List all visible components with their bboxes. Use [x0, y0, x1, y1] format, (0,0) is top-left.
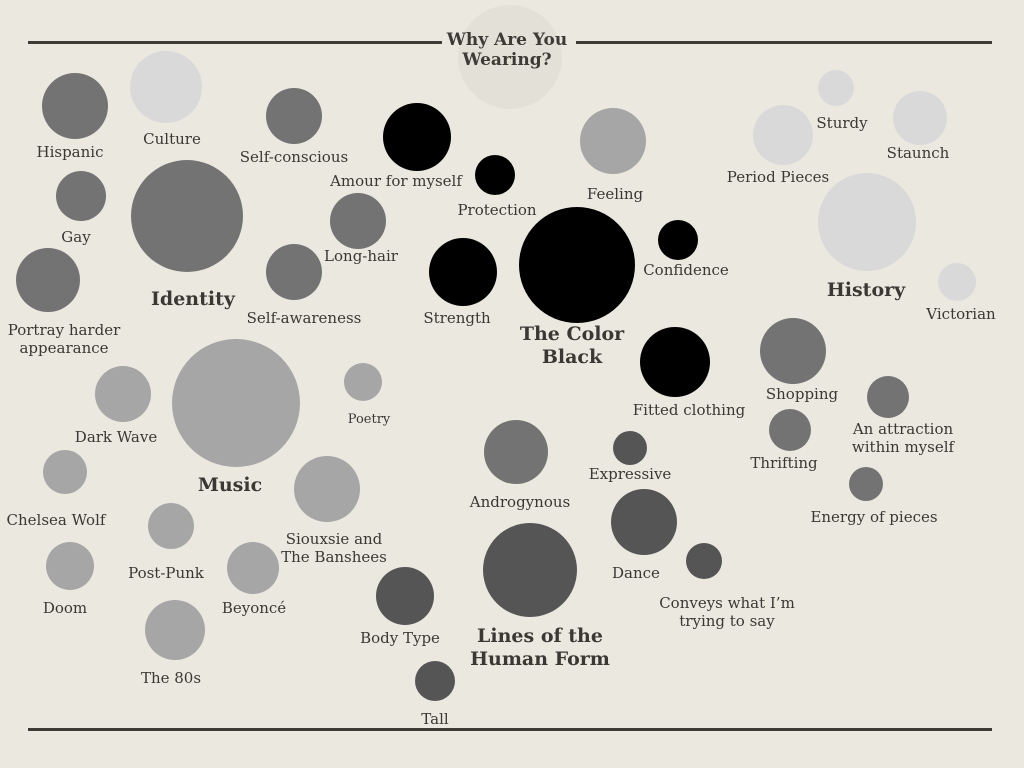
bubble-strength [429, 238, 497, 306]
label-layer: Identity Music The Color Black History Lines … [7, 114, 996, 728]
bubble-chelsea-wolf [43, 450, 87, 494]
bubble-expressive [613, 431, 647, 465]
bubble-label-fitted-clothing: Fitted clothing [633, 401, 746, 419]
bubble-label-chelsea-wolf: Chelsea Wolf [7, 511, 107, 529]
bubble-energy-of-pieces [849, 467, 883, 501]
bubble-label-tall: Tall [421, 710, 449, 728]
bubble-label-amour-for-myself: Amour for myself [329, 172, 463, 190]
bubble-label-period-pieces: Period Pieces [727, 168, 829, 186]
group-bubble-lines-of-the-human-form [483, 523, 577, 617]
bubble-victorian [938, 263, 976, 301]
bubble-body-type [376, 567, 434, 625]
bubble-layer [16, 51, 976, 701]
bubble-label-expressive: Expressive [589, 465, 672, 483]
group-label-the-color-black: The Color Black [520, 323, 625, 368]
bubble-doom [46, 542, 94, 590]
bubble-label-energy-of-pieces: Energy of pieces [810, 508, 937, 526]
bubble-an-attraction-within-myself [867, 376, 909, 418]
bubble-post-punk [148, 503, 194, 549]
bubble-label-confidence: Confidence [643, 261, 729, 279]
bottom-rule [28, 728, 992, 731]
bubble-label-body-type: Body Type [360, 629, 440, 647]
bubble-label-post-punk: Post-Punk [128, 564, 205, 582]
bubble-culture [130, 51, 202, 123]
top-rule-left [28, 41, 442, 44]
bubble-dance [611, 489, 677, 555]
bubble-label-thrifting: Thrifting [750, 454, 818, 472]
bubble-label-conveys-what-i-m-trying-to-say: Conveys what I’m trying to say [659, 594, 795, 630]
bubble-siouxsie-and-the-banshees [294, 456, 360, 522]
group-bubble-identity [131, 160, 243, 272]
bubble-label-an-attraction-within-myself: An attraction within myself [852, 420, 956, 456]
bubble-confidence [658, 220, 698, 260]
group-bubble-history [818, 173, 916, 271]
bubble-portray-harder-appearance [16, 248, 80, 312]
bubble-poetry [344, 363, 382, 401]
group-bubble-music [172, 339, 300, 467]
bubble-label-dark-wave: Dark Wave [75, 428, 158, 446]
bubble-amour-for-myself [383, 103, 451, 171]
bubble-fitted-clothing [640, 327, 710, 397]
bubble-shopping [760, 318, 826, 384]
bubble-label-protection: Protection [457, 201, 536, 219]
bubble-label-feeling: Feeling [587, 185, 644, 203]
bubble-long-hair [330, 193, 386, 249]
group-label-history: History [827, 279, 906, 301]
group-label-identity: Identity [151, 288, 236, 310]
bubble-label-strength: Strength [423, 309, 491, 327]
diagram-title: Why Are You Wearing? [446, 30, 568, 70]
bubble-label-victorian: Victorian [925, 305, 996, 323]
group-bubble-the-color-black [519, 207, 635, 323]
bubble-label-shopping: Shopping [766, 385, 839, 403]
bubble-conveys-what-i-m-trying-to-say [686, 543, 722, 579]
bubble-label-beyonc: Beyoncé [222, 599, 286, 617]
bubble-gay [56, 171, 106, 221]
bubble-dark-wave [95, 366, 151, 422]
bubble-label-portray-harder-appearance: Portray harder appearance [8, 321, 121, 357]
bubble-androgynous [484, 420, 548, 484]
bubble-self-awareness [266, 244, 322, 300]
group-label-music: Music [198, 474, 262, 496]
bubble-beyonc [227, 542, 279, 594]
top-rule-right [576, 41, 992, 44]
bubble-label-self-awareness: Self-awareness [247, 309, 362, 327]
bubble-feeling [580, 108, 646, 174]
bubble-label-staunch: Staunch [887, 144, 950, 162]
bubble-label-the-80s: The 80s [141, 669, 201, 687]
bubble-label-gay: Gay [61, 228, 91, 246]
bubble-label-doom: Doom [43, 599, 87, 617]
bubble-thrifting [769, 409, 811, 451]
bubble-hispanic [42, 73, 108, 139]
title-halo [458, 5, 562, 109]
bubble-sturdy [818, 70, 854, 106]
bubble-label-culture: Culture [143, 130, 201, 148]
bubble-label-self-conscious: Self-conscious [240, 148, 348, 166]
bubble-self-conscious [266, 88, 322, 144]
bubble-tall [415, 661, 455, 701]
bubble-label-poetry: Poetry [348, 412, 391, 427]
bubble-label-siouxsie-and-the-banshees: Siouxsie and The Banshees [281, 530, 387, 566]
bubble-label-long-hair: Long-hair [324, 247, 399, 265]
group-label-lines-of-the-human-form: Lines of the Human Form [470, 625, 610, 670]
bubble-label-dance: Dance [612, 564, 660, 582]
bubble-the-80s [145, 600, 205, 660]
bubble-label-hispanic: Hispanic [37, 143, 104, 161]
bubble-label-androgynous: Androgynous [469, 493, 570, 511]
bubble-staunch [893, 91, 947, 145]
bubble-period-pieces [753, 105, 813, 165]
bubble-protection [475, 155, 515, 195]
bubble-label-sturdy: Sturdy [816, 114, 868, 132]
